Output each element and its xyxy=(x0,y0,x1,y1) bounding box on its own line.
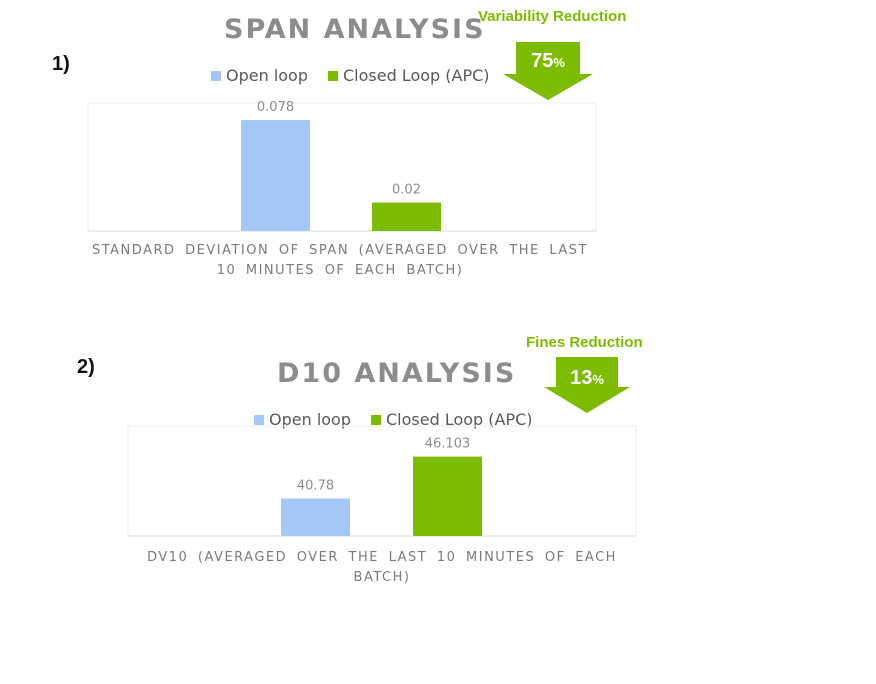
callout-number: 13 xyxy=(570,367,593,389)
legend-swatch-open xyxy=(254,414,264,425)
d10-analysis-panel: 2) D10 ANALYSIS Fines Reduction 13% Open… xyxy=(0,320,876,585)
down-arrow-icon xyxy=(503,42,593,100)
down-arrow-icon xyxy=(544,357,630,413)
x-axis-label: DV10 (AVERAGED OVER THE LAST 10 MINUTES … xyxy=(147,550,617,585)
bar-open-loop xyxy=(281,498,350,536)
data-label: 46.103 xyxy=(425,437,471,452)
span-analysis-panel: 1) SPAN ANALYSIS Variability Reduction 7… xyxy=(0,0,876,300)
legend-entry-open-loop: Open loop xyxy=(211,66,308,85)
chart-index-label: 2) xyxy=(77,356,95,378)
plot-area xyxy=(87,102,597,232)
legend-swatch-closed xyxy=(371,414,381,425)
legend-label: Closed Loop (APC) xyxy=(343,66,490,85)
legend-swatch-closed xyxy=(328,70,338,81)
callout-number: 75 xyxy=(531,50,554,72)
data-label: 0.078 xyxy=(257,100,294,115)
legend-swatch-open xyxy=(211,70,221,81)
callout-unit: % xyxy=(592,372,604,387)
legend-label: Open loop xyxy=(269,410,351,429)
callout-label: Fines Reduction xyxy=(526,334,643,351)
data-label: 40.78 xyxy=(297,478,334,493)
legend-label: Closed Loop (APC) xyxy=(386,410,533,429)
callout-label: Variability Reduction xyxy=(478,8,627,25)
legend-label: Open loop xyxy=(226,66,308,85)
chart-index-label: 1) xyxy=(52,53,70,75)
bar-closed-loop xyxy=(413,456,482,536)
callout-value: 75% xyxy=(503,50,593,73)
chart-title: D10 ANALYSIS xyxy=(277,358,517,389)
callout-value: 13% xyxy=(544,367,630,390)
legend-entry-open-loop: Open loop xyxy=(254,410,351,429)
legend-entry-closed-loop: Closed Loop (APC) xyxy=(328,66,490,85)
legend: Open loop Closed Loop (APC) xyxy=(211,66,510,85)
legend-entry-closed-loop: Closed Loop (APC) xyxy=(371,410,533,429)
callout-unit: % xyxy=(553,55,565,70)
x-axis-label: STANDARD DEVIATION OF SPAN (AVERAGED OVE… xyxy=(91,243,588,278)
chart-title: SPAN ANALYSIS xyxy=(224,14,486,45)
bar-closed-loop xyxy=(372,202,441,231)
plot-area xyxy=(127,425,637,537)
bar-open-loop xyxy=(241,120,310,231)
legend: Open loop Closed Loop (APC) xyxy=(254,410,553,429)
d10-bar-chart: 40.78 46.103 xyxy=(127,425,637,537)
data-label: 0.02 xyxy=(392,183,421,198)
span-bar-chart: 0.078 0.02 xyxy=(87,100,597,232)
